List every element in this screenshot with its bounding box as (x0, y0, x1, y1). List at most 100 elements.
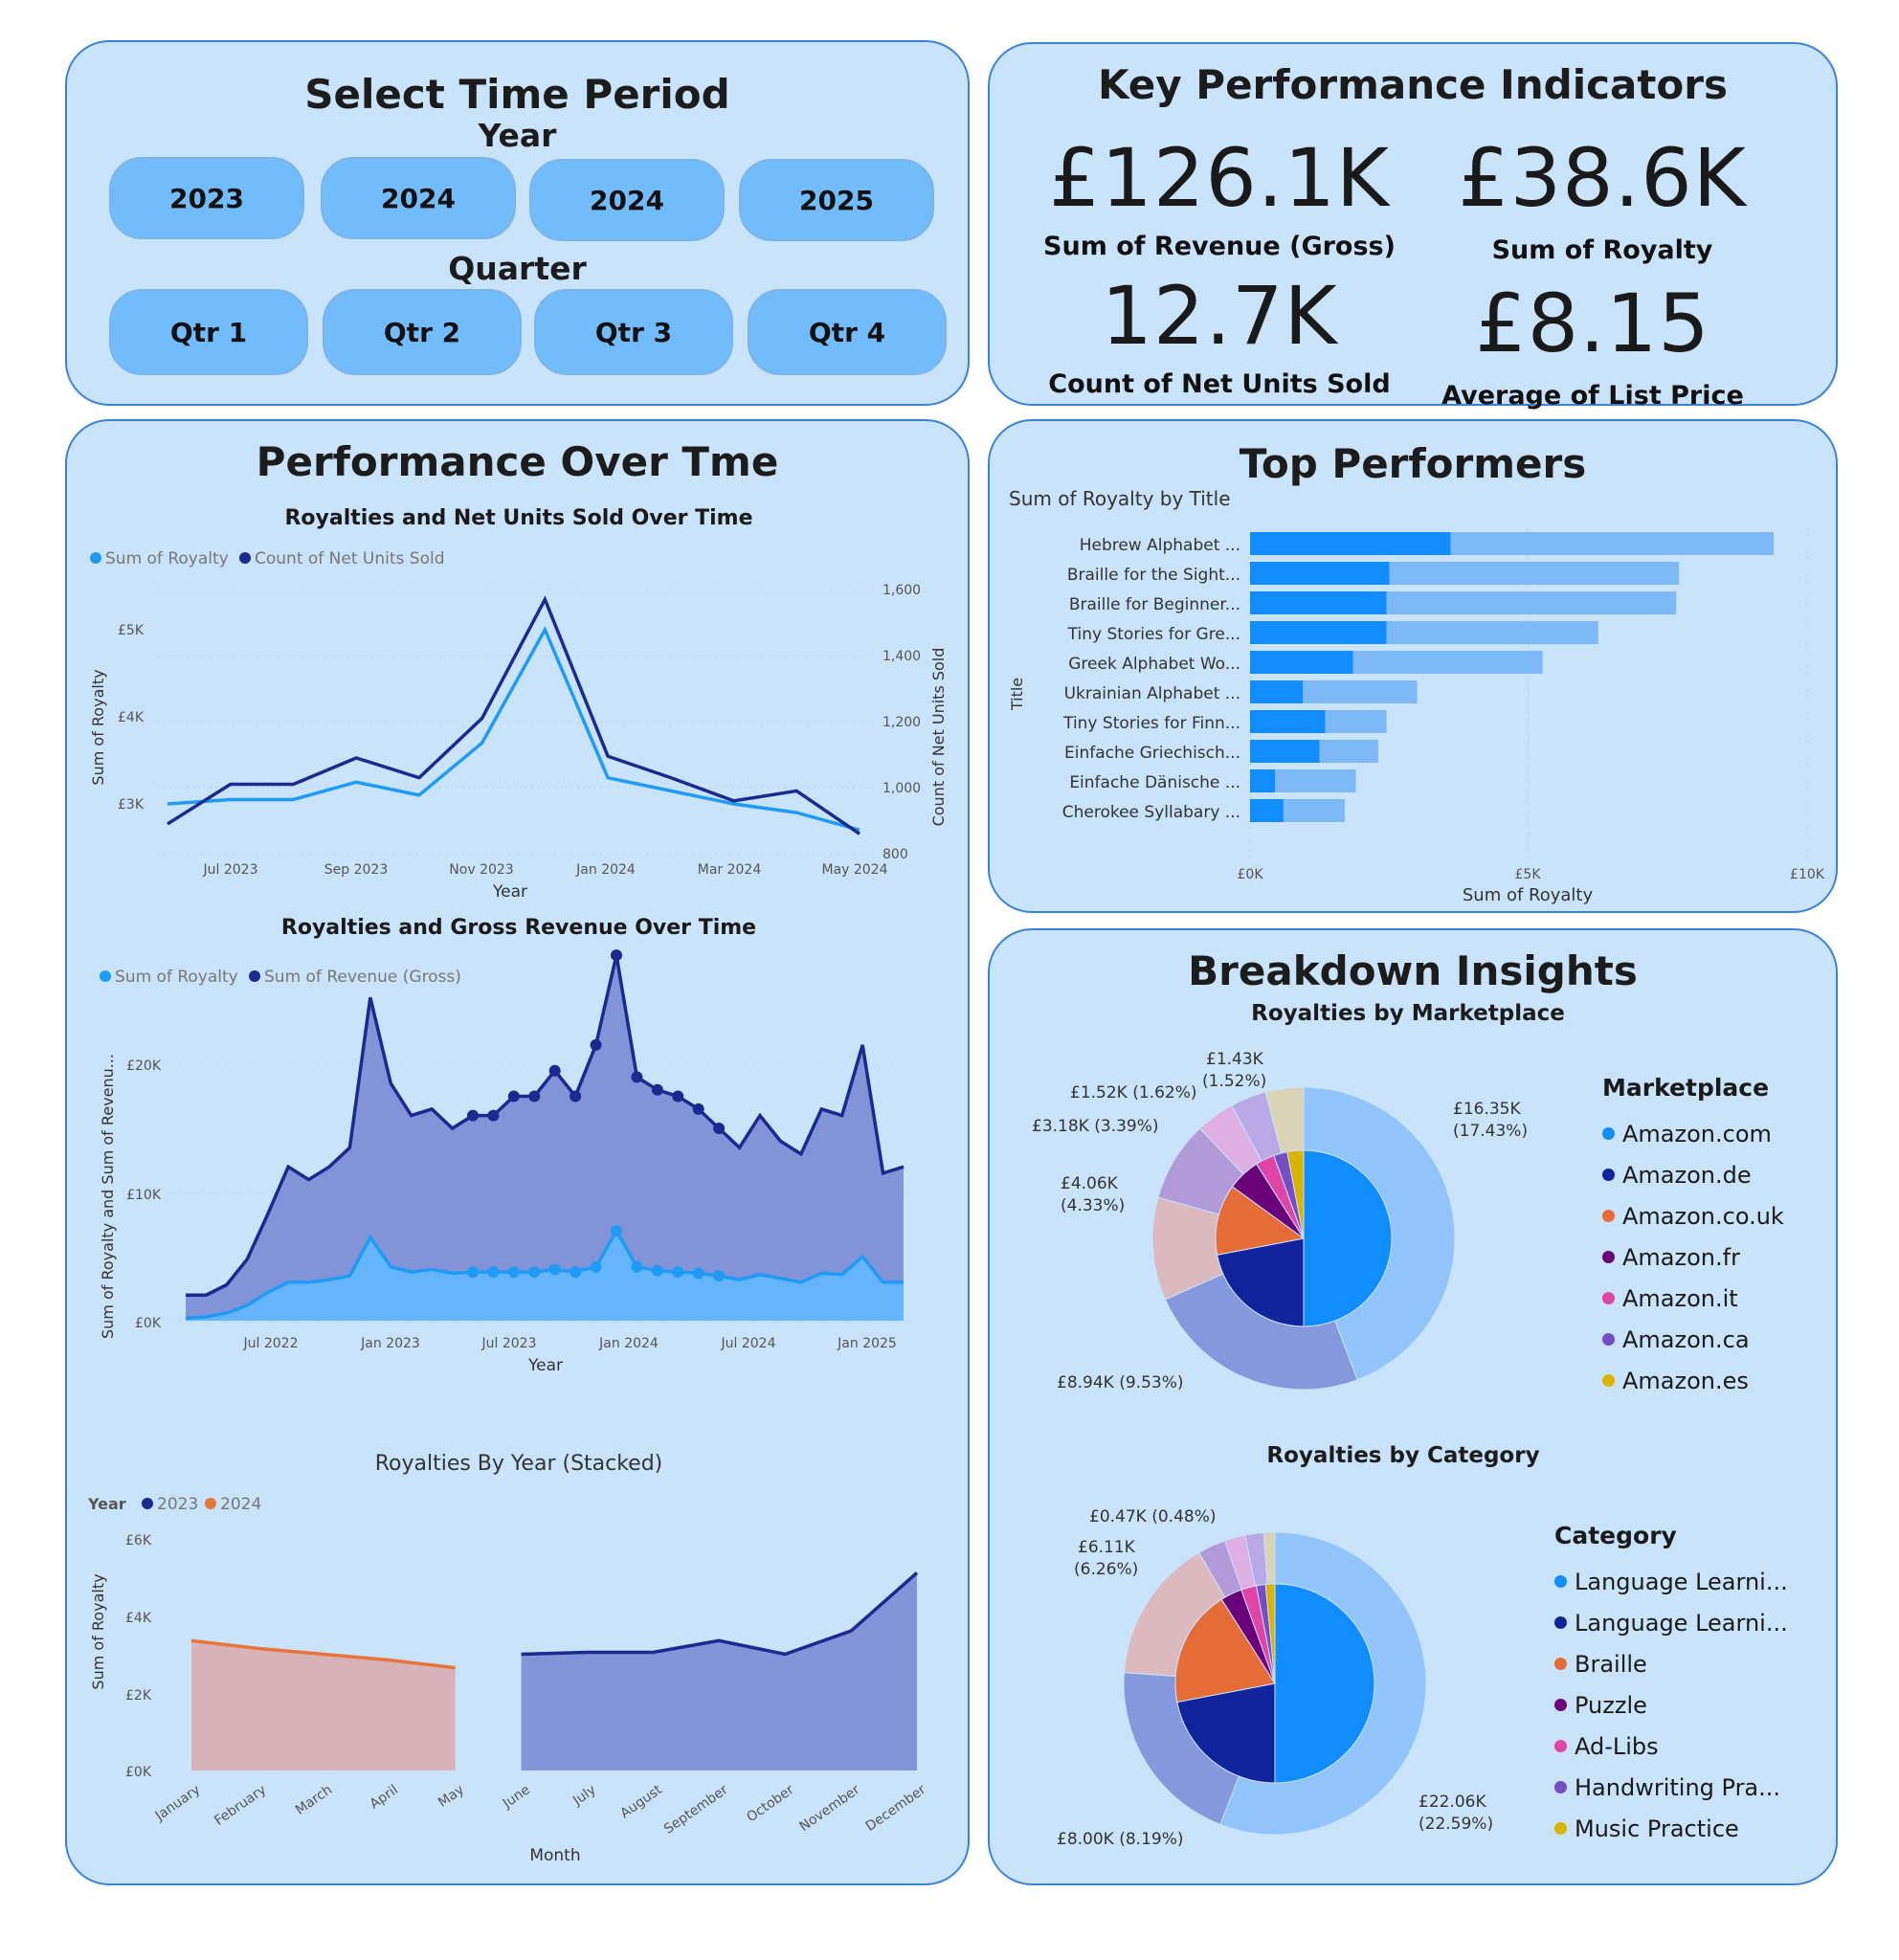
time-period-title: Select Time Period (304, 71, 730, 118)
bar-segment-primary-1[interactable] (1250, 562, 1390, 585)
mp-label-2b: (4.33%) (1061, 1196, 1125, 1215)
chart3-xtick-1: February (212, 1782, 269, 1829)
chart2-ytick-1: £10K (126, 1188, 162, 1203)
legend-label: Amazon.de (1622, 1161, 1752, 1189)
legend-item-category-2[interactable]: Language Learni... (1554, 1602, 1788, 1643)
chart3-title: Royalties By Year (Stacked) (375, 1452, 663, 1476)
bar-segment-primary-0[interactable] (1250, 532, 1451, 555)
category-chart-title: Royalties by Category (1266, 1443, 1540, 1468)
category-inner-slice-2[interactable] (1174, 1598, 1276, 1704)
bar-segment-secondary-9[interactable] (1283, 799, 1345, 822)
chart1-xtick-0: Jul 2023 (203, 862, 258, 878)
year-label: Year (478, 117, 557, 154)
legend-label: Language Learni... (1575, 1568, 1788, 1595)
bar-segment-secondary-0[interactable] (1450, 532, 1775, 555)
kpi-units-label: Count of Net Units Sold (1048, 369, 1391, 399)
legend-item-amazon-ca[interactable]: Amazon.ca (1602, 1319, 1784, 1360)
legend-item-amazon-es[interactable]: Amazon.es (1602, 1360, 1784, 1401)
category-inner-slice-1[interactable] (1176, 1682, 1276, 1784)
chart3-ylabel: Sum of Royalty (89, 1573, 107, 1689)
chart1-ytick-right-4: 1,600 (882, 583, 921, 598)
chart2-xtick-4: Jul 2024 (721, 1336, 776, 1351)
chart1-ytick-right-1: 1,000 (882, 781, 921, 796)
legend-item-category-1[interactable]: Language Learni... (1554, 1561, 1788, 1602)
chart2-royalty-marker (487, 1266, 500, 1279)
kpi-panel: Key Performance Indicators £126.1K Sum o… (988, 42, 1838, 411)
bar-segment-primary-6[interactable] (1250, 710, 1326, 733)
chart2-xtick-3: Jan 2024 (598, 1336, 659, 1351)
legend-item-amazon-it[interactable]: Amazon.it (1602, 1278, 1784, 1319)
chart1-ytick-left-0: £3K (118, 797, 145, 813)
mp-label-0a: £16.35K (1453, 1100, 1521, 1119)
chart2-royalty-marker (548, 1263, 561, 1276)
legend-item-amazon-co-uk[interactable]: Amazon.co.uk (1602, 1195, 1784, 1236)
bar-segment-primary-8[interactable] (1250, 769, 1276, 792)
year-button-4[interactable]: 2025 (739, 159, 934, 241)
legend-item-amazon-de[interactable]: Amazon.de (1602, 1154, 1784, 1195)
chart3-xtick-10: November (797, 1782, 863, 1835)
marketplace-inner-slice-6[interactable] (1286, 1149, 1305, 1239)
legend-dot (1602, 1251, 1615, 1263)
chart2-xlabel: Year (527, 1356, 563, 1375)
marketplace-inner-slice-2[interactable] (1215, 1186, 1306, 1256)
cat-label-2b: (6.26%) (1074, 1560, 1138, 1579)
bar-segment-secondary-2[interactable] (1386, 591, 1677, 614)
kpi-revenue-value: £126.1K (1048, 131, 1390, 225)
chart2-legend-dot-royalty (100, 970, 111, 982)
chart1-ytick-left-1: £4K (118, 710, 145, 725)
quarter-button-3[interactable]: Qtr 3 (534, 289, 733, 375)
bar-xtick-0: £0K (1238, 867, 1264, 882)
bar-segment-primary-3[interactable] (1250, 621, 1387, 644)
chart3-xtick-0: January (152, 1782, 203, 1824)
year-button-2[interactable]: 2024 (321, 157, 516, 239)
legend-dot (1554, 1781, 1567, 1793)
legend-item-handwriting[interactable]: Handwriting Pra... (1554, 1767, 1788, 1808)
legend-item-amazon-com[interactable]: Amazon.com (1602, 1113, 1784, 1154)
marketplace-inner-slice-0[interactable] (1303, 1149, 1393, 1327)
bar-xtick-1: £5K (1515, 867, 1542, 882)
quarter-button-1[interactable]: Qtr 1 (109, 289, 308, 375)
chart2-revenue-marker (590, 1038, 602, 1051)
cat-label-1: £8.00K (8.19%) (1057, 1830, 1184, 1849)
cat-label-2a: £6.11K (1078, 1538, 1136, 1557)
marketplace-chart-title: Royalties by Marketplace (1251, 1001, 1565, 1026)
legend-item-amazon-fr[interactable]: Amazon.fr (1602, 1236, 1784, 1278)
bar-segment-secondary-8[interactable] (1275, 769, 1356, 792)
year-button-3[interactable]: 2024 (529, 159, 725, 241)
bar-segment-secondary-4[interactable] (1352, 651, 1543, 674)
mp-label-3: £3.18K (3.39%) (1032, 1117, 1159, 1136)
chart2-royalty-marker (570, 1266, 582, 1279)
chart2-revenue-line (186, 954, 905, 1297)
bar-segment-primary-2[interactable] (1250, 591, 1387, 614)
marketplace-inner-slice-1[interactable] (1217, 1237, 1305, 1327)
bar-segment-secondary-6[interactable] (1325, 710, 1387, 733)
bar-segment-primary-4[interactable] (1250, 651, 1353, 674)
bar-segment-primary-5[interactable] (1250, 680, 1304, 703)
bar-segment-primary-9[interactable] (1250, 799, 1284, 822)
bar-segment-secondary-5[interactable] (1303, 680, 1418, 703)
legend-dot (1602, 1169, 1615, 1181)
chart3-xtick-6: July (570, 1782, 599, 1809)
quarter-button-2[interactable]: Qtr 2 (323, 289, 522, 375)
legend-item-braille[interactable]: Braille (1554, 1643, 1788, 1684)
chart2-royalty-marker (467, 1266, 479, 1279)
legend-item-ad-libs[interactable]: Ad-Libs (1554, 1726, 1788, 1767)
bar-segment-secondary-3[interactable] (1386, 621, 1598, 644)
category-inner-slice-6[interactable] (1264, 1583, 1276, 1684)
legend-label: Amazon.ca (1622, 1325, 1750, 1353)
bar-segment-secondary-7[interactable] (1319, 740, 1378, 763)
mp-label-5a: £1.43K (1206, 1050, 1264, 1069)
legend-item-music-practice[interactable]: Music Practice (1554, 1808, 1788, 1849)
year-button-1[interactable]: 2023 (109, 157, 304, 239)
category-inner-slice-0[interactable] (1274, 1583, 1375, 1784)
chart3-xtick-11: December (863, 1782, 929, 1835)
chart2-ytick-2: £20K (126, 1058, 162, 1074)
chart3-line-2023 (521, 1571, 919, 1657)
bar-segment-primary-7[interactable] (1250, 740, 1320, 763)
bar-chart-ylabel: Title (1008, 678, 1026, 711)
top-performers-title: Top Performers (1239, 440, 1587, 487)
quarter-button-4[interactable]: Qtr 4 (748, 289, 947, 375)
bar-segment-secondary-1[interactable] (1389, 562, 1680, 585)
chart2-legend-dot-revenue (249, 970, 260, 982)
legend-item-puzzle[interactable]: Puzzle (1554, 1684, 1788, 1726)
